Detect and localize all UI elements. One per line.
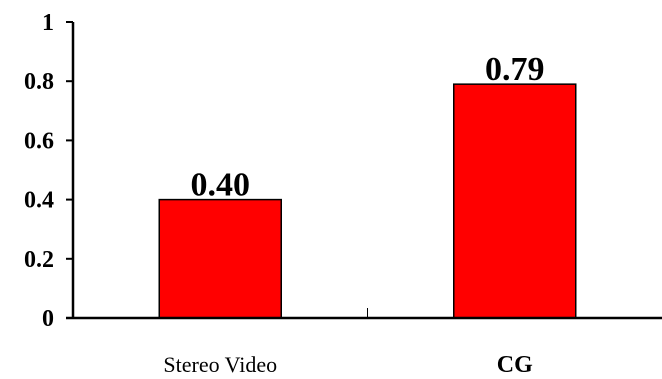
y-axis-ticks: 0 0.2 0.4 0.6 0.8 1 (24, 10, 73, 332)
data-labels: 0.40 0.79 (191, 51, 545, 203)
y-tick-label: 0.4 (24, 188, 54, 214)
x-category-label: CG (497, 352, 533, 378)
axes (66, 22, 662, 320)
y-tick-label: 1 (42, 10, 54, 36)
bars (158, 83, 577, 319)
data-label: 0.40 (191, 167, 251, 204)
y-tick-label: 0 (42, 306, 54, 332)
bar (453, 83, 577, 319)
y-tick-label: 0.8 (24, 69, 54, 95)
x-axis-categories: Stereo Video CG (163, 352, 533, 378)
bar (158, 198, 282, 319)
x-category-label: Stereo Video (163, 352, 277, 377)
y-tick-label: 0.2 (24, 247, 54, 273)
y-tick-label: 0.6 (24, 128, 54, 154)
data-label: 0.79 (485, 51, 545, 88)
